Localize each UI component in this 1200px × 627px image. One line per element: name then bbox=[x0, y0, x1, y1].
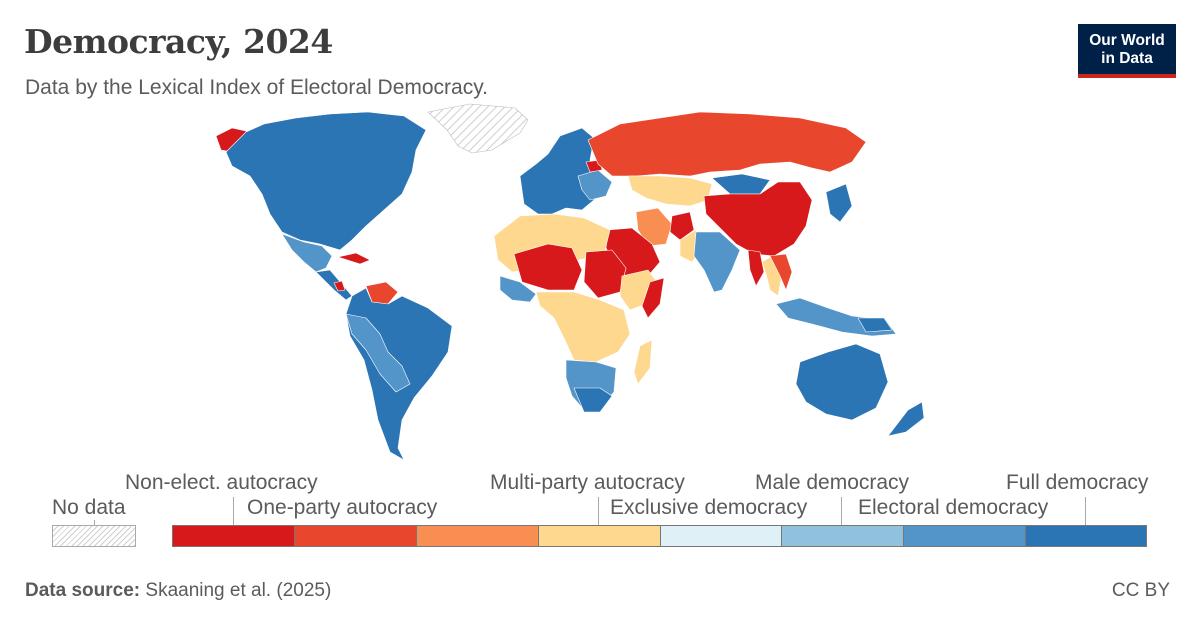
region-east-asia-democracies[interactable] bbox=[825, 183, 853, 223]
legend-label-1: One-party autocracy bbox=[247, 496, 438, 519]
legend-swatch-4[interactable] bbox=[659, 525, 783, 547]
region-somalia[interactable] bbox=[641, 277, 665, 319]
region-mexico[interactable] bbox=[281, 233, 333, 273]
region-vietnam[interactable] bbox=[769, 253, 793, 291]
legend-no-data-label: No data bbox=[52, 496, 126, 519]
chart-subtitle: Data by the Lexical Index of Electoral D… bbox=[25, 76, 488, 99]
region-nicaragua[interactable] bbox=[333, 280, 346, 292]
region-central-america[interactable] bbox=[315, 269, 353, 301]
legend-label-2: Multi-party autocracy bbox=[490, 471, 685, 494]
region-andes[interactable] bbox=[345, 313, 411, 393]
region-central-africa[interactable] bbox=[535, 291, 631, 363]
region-madagascar[interactable] bbox=[633, 339, 653, 385]
legend-tick bbox=[598, 497, 599, 525]
region-india[interactable] bbox=[693, 231, 741, 293]
region-iran[interactable] bbox=[635, 207, 673, 247]
logo-line-2: in Data bbox=[1101, 50, 1153, 67]
chart-title: Democracy, 2024 bbox=[24, 22, 333, 61]
data-source-link[interactable]: Skaaning et al. (2025) bbox=[145, 580, 332, 601]
legend-tick bbox=[94, 520, 95, 525]
region-north-america[interactable] bbox=[225, 111, 427, 251]
region-west-africa[interactable] bbox=[499, 275, 537, 303]
legend-label-0: Non-elect. autocracy bbox=[125, 471, 318, 494]
legend-swatch-0[interactable] bbox=[172, 525, 295, 547]
region-central-asia[interactable] bbox=[627, 175, 713, 207]
region-australia[interactable] bbox=[795, 343, 889, 421]
legend-swatch-5[interactable] bbox=[781, 525, 905, 547]
legend-tick bbox=[233, 497, 234, 525]
region-sudan[interactable] bbox=[583, 249, 627, 299]
legend-swatch-7[interactable] bbox=[1025, 525, 1147, 547]
region-greenland[interactable] bbox=[427, 103, 529, 154]
legend-label-5: Electoral democracy bbox=[858, 496, 1049, 519]
legend-tick bbox=[1085, 497, 1086, 525]
legend-tick bbox=[841, 497, 842, 525]
legend-label-3: Exclusive democracy bbox=[610, 496, 808, 519]
legend-swatch-1[interactable] bbox=[293, 525, 417, 547]
legend-swatch-6[interactable] bbox=[903, 525, 1027, 547]
region-europe[interactable] bbox=[519, 127, 597, 215]
legend-swatch-2[interactable] bbox=[415, 525, 539, 547]
legend-no-data-swatch[interactable] bbox=[52, 525, 136, 547]
logo-line-1: Our World bbox=[1089, 32, 1165, 49]
legend-label-6: Full democracy bbox=[1006, 471, 1149, 494]
region-mongolia[interactable] bbox=[711, 173, 771, 195]
region-russia[interactable] bbox=[587, 111, 867, 177]
region-png[interactable] bbox=[857, 317, 893, 333]
region-cuba[interactable] bbox=[337, 252, 371, 265]
region-new-zealand[interactable] bbox=[887, 401, 925, 437]
world-map[interactable] bbox=[0, 0, 1200, 470]
legend-swatch-3[interactable] bbox=[537, 525, 661, 547]
region-sahel[interactable] bbox=[513, 243, 583, 291]
region-south-africa[interactable] bbox=[573, 387, 613, 413]
region-afghanistan[interactable] bbox=[669, 211, 695, 241]
owid-logo[interactable]: Our World in Data bbox=[1078, 24, 1176, 78]
data-source-label: Data source: bbox=[25, 580, 141, 601]
region-myanmar[interactable] bbox=[747, 249, 765, 287]
license-link[interactable]: CC BY bbox=[1111, 580, 1170, 601]
legend-label-4: Male democracy bbox=[755, 471, 910, 494]
data-source: Data source: Skaaning et al. (2025) bbox=[25, 580, 331, 602]
region-china[interactable] bbox=[703, 181, 813, 257]
